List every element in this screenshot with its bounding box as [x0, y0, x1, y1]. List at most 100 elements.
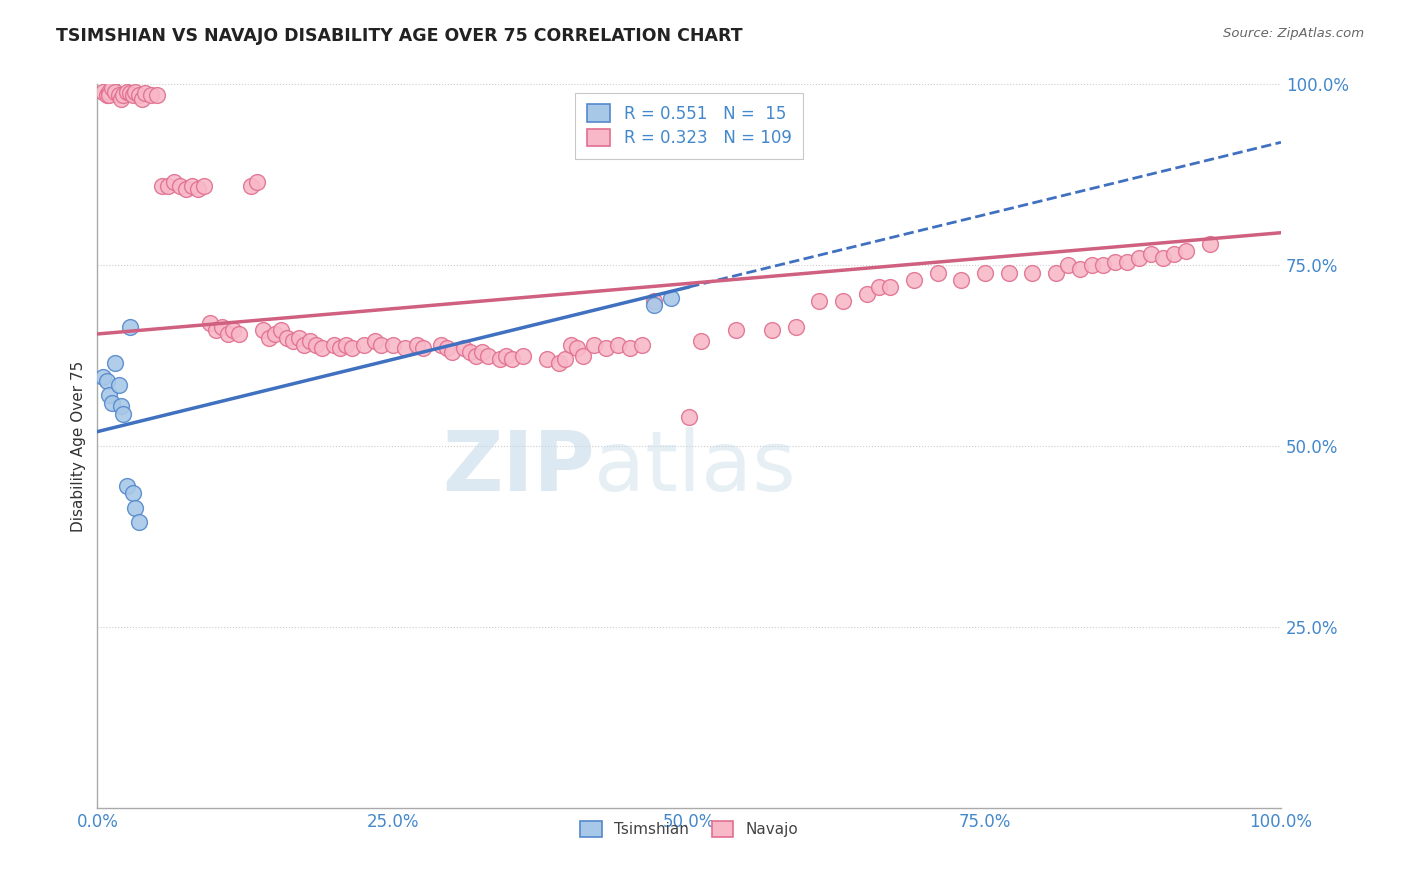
Point — [174, 182, 197, 196]
Point — [595, 342, 617, 356]
Point — [104, 356, 127, 370]
Point — [678, 410, 700, 425]
Point — [91, 85, 114, 99]
Point — [257, 330, 280, 344]
Point — [1080, 258, 1102, 272]
Point — [1139, 247, 1161, 261]
Point — [364, 334, 387, 349]
Point — [96, 88, 118, 103]
Point — [112, 407, 135, 421]
Point — [120, 86, 142, 100]
Point — [1175, 244, 1198, 258]
Point — [571, 349, 593, 363]
Point — [112, 88, 135, 103]
Point — [281, 334, 304, 349]
Point — [124, 500, 146, 515]
Point — [329, 342, 352, 356]
Point — [406, 338, 429, 352]
Point — [619, 342, 641, 356]
Legend: Tsimshian, Navajo: Tsimshian, Navajo — [574, 815, 804, 844]
Point — [785, 319, 807, 334]
Point — [145, 88, 167, 103]
Point — [228, 326, 250, 341]
Point — [536, 352, 558, 367]
Point — [548, 356, 571, 370]
Point — [868, 280, 890, 294]
Point — [299, 334, 322, 349]
Point — [436, 342, 458, 356]
Point — [382, 338, 405, 352]
Point — [661, 291, 683, 305]
Point — [1021, 265, 1043, 279]
Point — [131, 92, 153, 106]
Point — [217, 326, 239, 341]
Point — [91, 370, 114, 384]
Point — [690, 334, 713, 349]
Point — [565, 342, 588, 356]
Point — [305, 338, 328, 352]
Point — [471, 345, 494, 359]
Point — [458, 345, 481, 359]
Point — [412, 342, 434, 356]
Point — [198, 316, 221, 330]
Point — [115, 85, 138, 99]
Point — [115, 479, 138, 493]
Point — [128, 88, 150, 103]
Point — [1128, 251, 1150, 265]
Point — [100, 81, 122, 95]
Point — [181, 178, 204, 193]
Point — [927, 265, 949, 279]
Point — [607, 338, 630, 352]
Point — [340, 342, 363, 356]
Point — [110, 400, 132, 414]
Point — [1092, 258, 1115, 272]
Point — [163, 175, 186, 189]
Point — [453, 342, 475, 356]
Point — [204, 323, 226, 337]
Point — [1045, 265, 1067, 279]
Point — [495, 349, 517, 363]
Point — [353, 338, 375, 352]
Point — [477, 349, 499, 363]
Point — [488, 352, 510, 367]
Point — [560, 338, 582, 352]
Point — [222, 323, 245, 337]
Point — [107, 377, 129, 392]
Point — [855, 287, 877, 301]
Point — [110, 92, 132, 106]
Point — [96, 374, 118, 388]
Point — [832, 294, 855, 309]
Point — [240, 178, 263, 193]
Point — [441, 345, 464, 359]
Point — [394, 342, 416, 356]
Point — [276, 330, 298, 344]
Text: TSIMSHIAN VS NAVAJO DISABILITY AGE OVER 75 CORRELATION CHART: TSIMSHIAN VS NAVAJO DISABILITY AGE OVER … — [56, 27, 742, 45]
Point — [950, 273, 973, 287]
Point — [128, 515, 150, 529]
Point — [643, 294, 665, 309]
Point — [104, 85, 127, 99]
Point — [997, 265, 1019, 279]
Point — [1152, 251, 1174, 265]
Point — [107, 88, 129, 103]
Point — [134, 86, 156, 100]
Point — [335, 338, 357, 352]
Point — [187, 182, 209, 196]
Point — [252, 323, 274, 337]
Point — [1057, 258, 1080, 272]
Point — [152, 178, 174, 193]
Point — [583, 338, 606, 352]
Point — [246, 175, 269, 189]
Point — [98, 85, 121, 99]
Text: Source: ZipAtlas.com: Source: ZipAtlas.com — [1223, 27, 1364, 40]
Point — [169, 178, 191, 193]
Y-axis label: Disability Age Over 75: Disability Age Over 75 — [72, 360, 86, 532]
Point — [120, 319, 142, 334]
Point — [465, 349, 488, 363]
Point — [124, 85, 146, 99]
Point — [512, 349, 534, 363]
Point — [554, 352, 576, 367]
Point — [121, 88, 143, 103]
Point — [808, 294, 831, 309]
Point — [311, 342, 333, 356]
